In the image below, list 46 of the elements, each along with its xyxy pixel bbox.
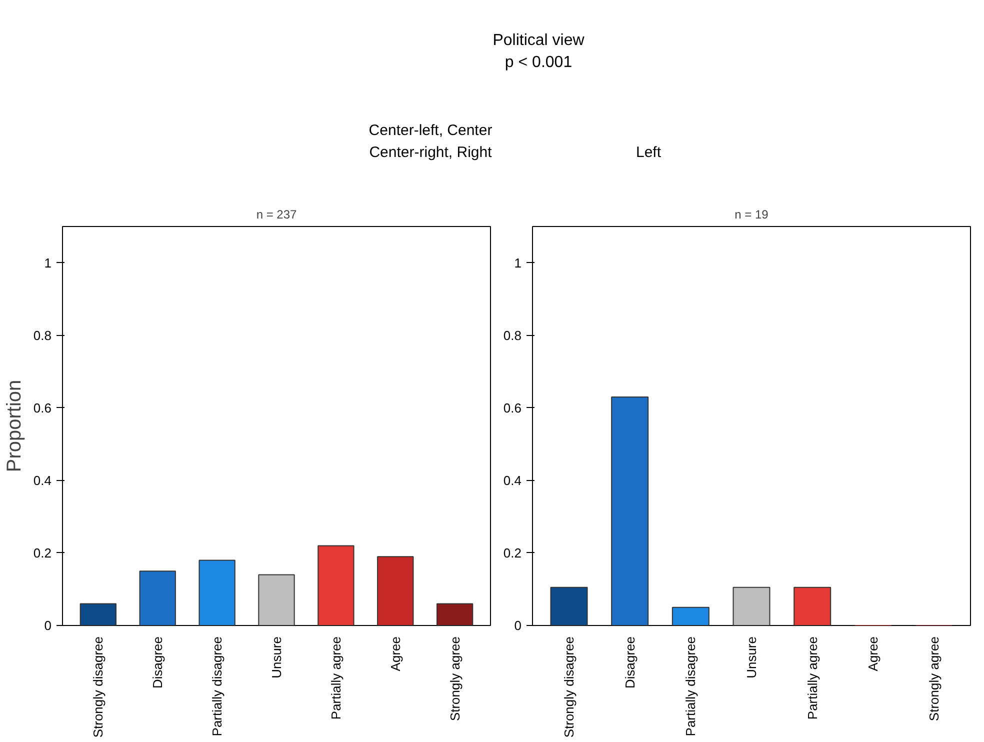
bar [732, 586, 770, 626]
text: Center-right, Right [369, 144, 493, 161]
y-tick-label: 0.2 [503, 545, 522, 560]
y-tick-label: 0.8 [33, 328, 52, 343]
bar [672, 606, 710, 626]
bar [611, 396, 649, 626]
x-tick-label: Agree [388, 636, 403, 672]
x-tick-label: Strongly agree [926, 636, 942, 722]
x-tick-label: Partially disagree [210, 636, 225, 736]
y-tick-label: 0.2 [33, 545, 52, 560]
x-tick-label: Strongly agree [447, 636, 462, 722]
bar [258, 574, 295, 626]
x-tick-label: Disagree [622, 636, 638, 689]
y-tick-label: 0.6 [33, 400, 52, 416]
bar [139, 570, 176, 626]
text: Political view [492, 32, 585, 49]
y-tick-label: 0.8 [503, 328, 522, 343]
x-tick-label: Disagree [150, 636, 166, 689]
bar [318, 545, 354, 626]
y-axis-title: Proportion [3, 380, 26, 472]
y-tick-label: 0 [44, 618, 52, 633]
x-tick-label: Partially agree [328, 636, 344, 720]
bar [550, 586, 588, 626]
x-tick-label: Partially disagree [683, 636, 698, 736]
x-tick-label: Unsure [269, 636, 284, 678]
y-tick-label: 1 [514, 255, 522, 270]
x-tick-label: Unsure [744, 636, 759, 678]
y-tick-label: 0.4 [503, 472, 522, 488]
text: Left [636, 144, 662, 161]
chart-title: n = 19 [734, 208, 769, 222]
bar [198, 560, 236, 626]
y-tick-label: 0.6 [503, 400, 522, 416]
x-tick-label: Strongly disagree [90, 636, 106, 738]
y-tick-label: 0.4 [33, 472, 52, 488]
bar [794, 586, 832, 626]
bar [436, 603, 474, 626]
x-tick-label: Agree [866, 636, 881, 672]
text: p < 0.001 [504, 54, 572, 71]
text: Center-left, Center [368, 122, 492, 139]
bar [80, 603, 116, 626]
chart-title: n = 237 [256, 208, 298, 222]
bar [377, 556, 414, 626]
y-tick-label: 1 [44, 255, 52, 270]
y-tick-label: 0 [514, 618, 522, 633]
x-tick-label: Partially agree [804, 636, 820, 720]
x-tick-label: Strongly disagree [562, 636, 576, 738]
